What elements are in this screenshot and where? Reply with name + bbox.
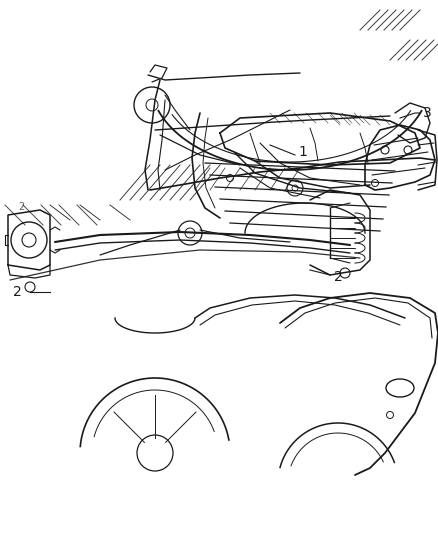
Text: 3: 3 [423, 106, 432, 120]
Text: 2: 2 [334, 270, 343, 284]
Text: 1: 1 [298, 145, 307, 159]
Text: 2: 2 [18, 202, 24, 212]
Text: 2: 2 [13, 285, 22, 299]
